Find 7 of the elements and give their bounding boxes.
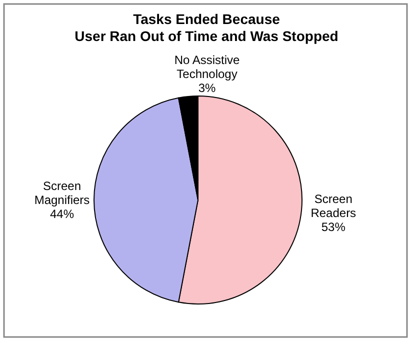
data-label: 53% xyxy=(321,220,346,234)
slice-label: No Assistive Technology xyxy=(174,53,240,81)
data-label: 3% xyxy=(198,81,216,95)
data-label: 44% xyxy=(50,207,74,221)
slice-label: Screen Readers xyxy=(310,192,356,220)
chart-title: Tasks Ended Because User Ran Out of Time and Was Stopped xyxy=(74,11,338,44)
slice-label: Screen Magnifiers xyxy=(34,179,90,207)
